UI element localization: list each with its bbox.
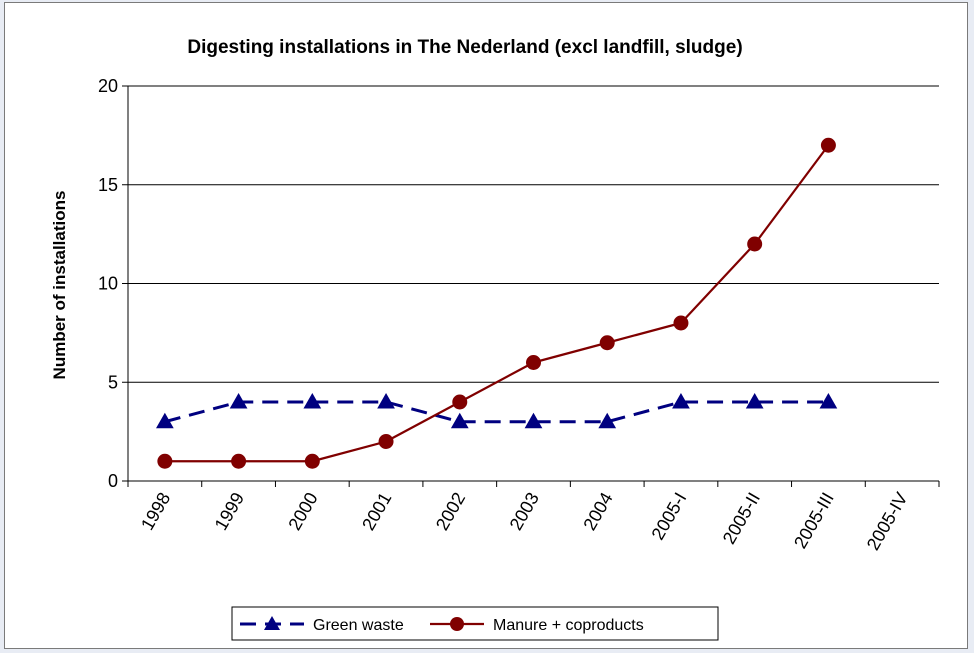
data-point-triangle bbox=[672, 392, 690, 409]
x-tick-label: 1999 bbox=[211, 489, 248, 534]
series-line bbox=[164, 144, 830, 463]
data-point-circle bbox=[820, 137, 836, 153]
series-line bbox=[164, 400, 829, 424]
y-tick-label: 5 bbox=[108, 372, 118, 392]
x-tick-label: 2005-IV bbox=[863, 489, 912, 554]
legend-marker-triangle bbox=[264, 616, 280, 630]
x-tick-label: 2002 bbox=[432, 489, 469, 534]
data-point-triangle bbox=[598, 412, 617, 429]
data-point-triangle bbox=[524, 412, 543, 429]
legend: Green waste Manure + coproducts bbox=[231, 606, 719, 641]
data-point-circle bbox=[452, 394, 468, 410]
y-axis-label: Number of installations bbox=[50, 191, 69, 380]
chart-frame: Digesting installations in The Nederland… bbox=[4, 2, 968, 649]
data-point-circle bbox=[526, 355, 541, 370]
x-tick-label: 2001 bbox=[358, 489, 395, 534]
data-point-triangle bbox=[377, 392, 395, 409]
plot-area: 0 5 10 15 20 1998 1999 2000 2001 2002 2003 2004 2005… bbox=[98, 76, 940, 554]
data-point-circle bbox=[599, 335, 615, 351]
x-tick-label: 2000 bbox=[284, 489, 321, 534]
y-tick-label: 0 bbox=[108, 471, 118, 491]
x-tick-label: 2004 bbox=[579, 489, 616, 534]
data-point-circle bbox=[304, 453, 320, 469]
data-point-triangle bbox=[819, 392, 838, 409]
legend-label: Green waste bbox=[313, 617, 404, 634]
data-point-circle bbox=[747, 236, 763, 252]
x-tick-label: 2005-III bbox=[790, 489, 838, 552]
y-tick-label: 15 bbox=[98, 175, 118, 195]
x-tick-label: 2005-I bbox=[648, 489, 691, 543]
legend-label: Manure + coproducts bbox=[493, 617, 644, 634]
x-tick-label: 2005-II bbox=[719, 489, 764, 548]
y-tick-label: 10 bbox=[98, 274, 118, 294]
data-point-circle bbox=[378, 434, 394, 449]
x-tick-label: 1998 bbox=[137, 489, 174, 534]
y-tick-label: 20 bbox=[98, 76, 118, 96]
x-tick-label: 2003 bbox=[506, 489, 543, 534]
data-point-triangle bbox=[745, 392, 764, 409]
data-point-triangle bbox=[229, 392, 248, 409]
data-point-triangle bbox=[450, 412, 469, 429]
data-point-circle bbox=[157, 453, 173, 469]
data-point-circle bbox=[673, 315, 689, 331]
data-point-triangle bbox=[156, 412, 174, 429]
chart-title: Digesting installations in The Nederland… bbox=[187, 37, 742, 58]
chart-svg: Digesting installations in The Nederland… bbox=[50, 37, 940, 641]
data-point-circle bbox=[231, 453, 247, 469]
legend-marker-circle bbox=[450, 617, 464, 631]
data-point-triangle bbox=[303, 392, 322, 409]
